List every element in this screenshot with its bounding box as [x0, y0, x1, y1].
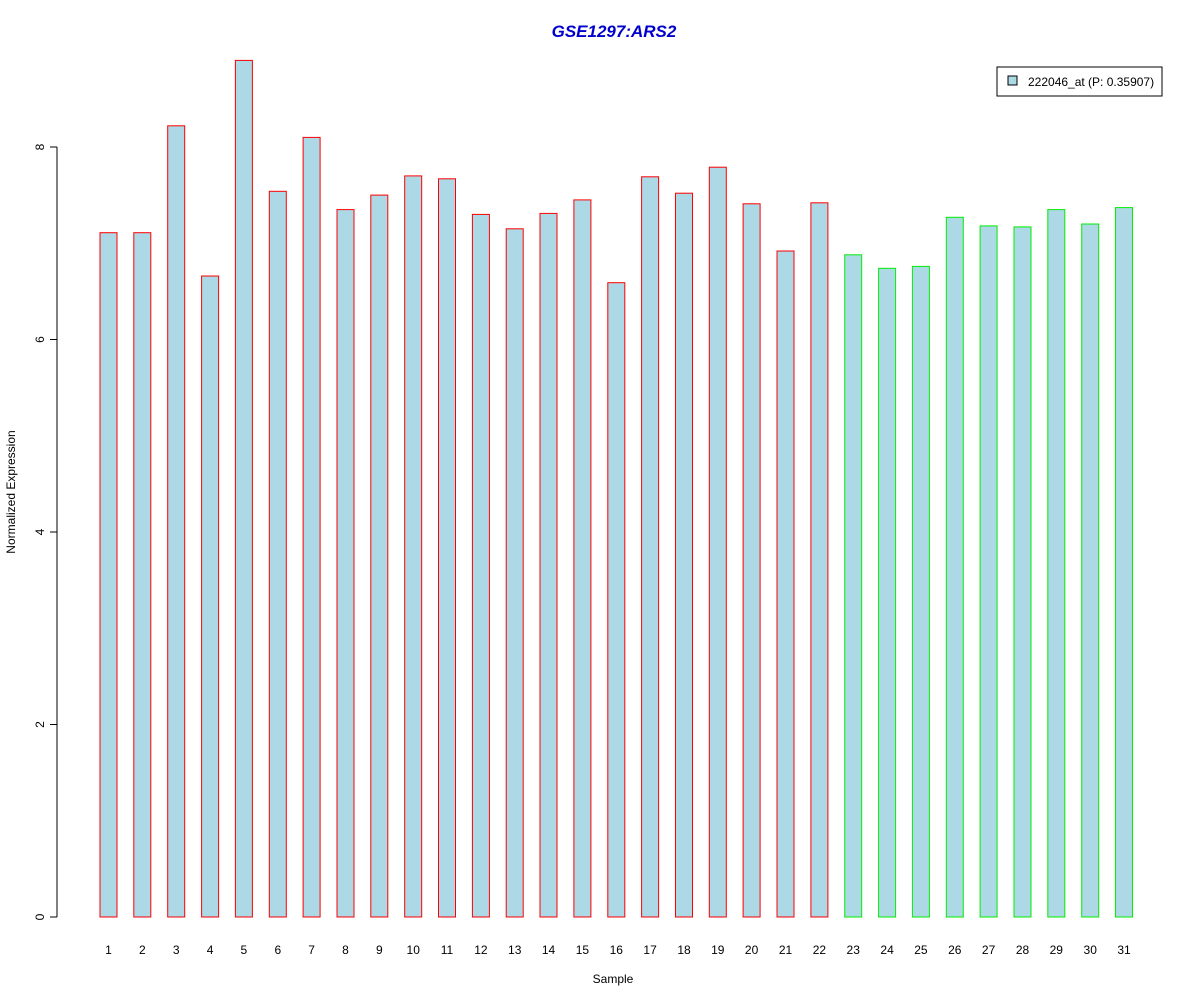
- bar-sample-10: [404, 175, 423, 918]
- x-tick-label: 11: [441, 943, 454, 957]
- x-tick-label: 10: [407, 943, 421, 957]
- x-tick-label: 20: [745, 943, 759, 957]
- bar-sample-29: [1047, 209, 1066, 918]
- chart-title: GSE1297:ARS2: [552, 22, 677, 41]
- x-tick-label: 31: [1117, 943, 1131, 957]
- bar-sample-28: [1013, 226, 1032, 918]
- y-tick-label: 0: [33, 913, 47, 920]
- x-tick-label: 28: [1016, 943, 1030, 957]
- x-tick-label: 18: [677, 943, 691, 957]
- bar-sample-6: [268, 190, 287, 918]
- bar-sample-31: [1115, 207, 1133, 918]
- bar-sample-26: [945, 216, 964, 918]
- x-tick-label: 29: [1050, 943, 1064, 957]
- x-tick-label: 16: [610, 943, 624, 957]
- legend-box: [996, 66, 1163, 97]
- y-tick-label: 6: [33, 336, 47, 343]
- bar-sample-11: [438, 178, 456, 918]
- y-tick-label: 2: [33, 721, 47, 728]
- x-tick-label: 14: [542, 943, 556, 957]
- legend: 222046_at (P: 0.35907): [996, 66, 1163, 97]
- x-tick-label: 25: [914, 943, 928, 957]
- bar-sample-21: [776, 250, 795, 918]
- x-tick-label: 12: [474, 943, 488, 957]
- bar-sample-23: [844, 254, 863, 918]
- x-tick-label: 27: [982, 943, 996, 957]
- bar-sample-30: [1081, 223, 1100, 918]
- x-tick-label: 2: [139, 943, 146, 957]
- x-tick-label: 21: [779, 943, 793, 957]
- bar-sample-17: [641, 176, 660, 918]
- y-tick-label: 4: [33, 528, 47, 535]
- x-tick-label: 24: [880, 943, 894, 957]
- x-tick-label: 5: [241, 943, 248, 957]
- bar-sample-18: [675, 192, 693, 918]
- x-tick-label: 22: [813, 943, 827, 957]
- bar-sample-2: [133, 232, 152, 918]
- x-tick-label: 8: [342, 943, 349, 957]
- bar-sample-24: [878, 267, 897, 918]
- bar-sample-5: [234, 59, 253, 918]
- y-tick-label: 8: [33, 143, 47, 150]
- bar-sample-22: [810, 202, 829, 918]
- bar-sample-8: [336, 209, 355, 918]
- bar-sample-12: [471, 213, 490, 918]
- x-tick-label: 19: [711, 943, 725, 957]
- y-axis-label: Normalized Expression: [4, 430, 18, 553]
- x-tick-label: 30: [1084, 943, 1098, 957]
- bar-sample-9: [370, 194, 389, 918]
- bar-sample-7: [302, 136, 321, 918]
- x-axis-label: Sample: [593, 972, 634, 986]
- legend-swatch: [1007, 75, 1018, 86]
- legend-label: 222046_at (P: 0.35907): [1028, 75, 1154, 89]
- x-tick-label: 23: [847, 943, 861, 957]
- x-tick-label: 15: [576, 943, 590, 957]
- bar-sample-25: [911, 265, 930, 918]
- x-tick-label: 3: [173, 943, 180, 957]
- bar-sample-14: [539, 212, 558, 918]
- bar-sample-4: [201, 275, 220, 918]
- bar-sample-16: [607, 282, 626, 918]
- x-tick-label: 26: [948, 943, 962, 957]
- x-tick-labels: 1 2 3 4 5 6 7 8 9 10 11 12 13 14 15 16 17 18 19 20 21 22 23 24 2…: [105, 943, 1131, 957]
- bar-sample-1: [99, 232, 118, 918]
- bar-sample-19: [708, 166, 727, 918]
- x-tick-label: 4: [207, 943, 214, 957]
- x-tick-label: 1: [105, 943, 112, 957]
- bars: [99, 59, 1133, 918]
- bar-sample-20: [742, 203, 761, 918]
- bar-sample-15: [573, 199, 592, 918]
- bar-sample-3: [167, 125, 186, 918]
- bar-sample-13: [505, 228, 524, 918]
- y-ticks: 0 2 4 6 8: [33, 143, 57, 920]
- x-tick-label: 13: [508, 943, 522, 957]
- bar-sample-27: [979, 225, 998, 918]
- x-tick-label: 9: [376, 943, 383, 957]
- x-tick-label: 17: [643, 943, 657, 957]
- x-tick-label: 6: [274, 943, 281, 957]
- x-tick-label: 7: [308, 943, 315, 957]
